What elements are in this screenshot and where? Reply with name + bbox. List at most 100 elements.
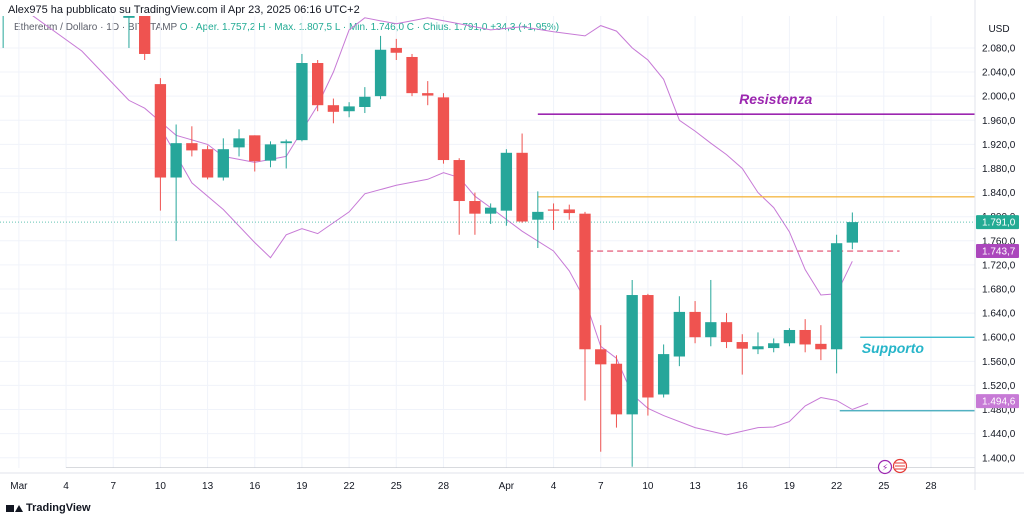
candle-body [783, 329, 796, 344]
candle-body [327, 105, 340, 112]
price-label-box [976, 215, 1019, 230]
legend-close: C · Chius. 1.791,0 [406, 22, 488, 33]
candle-body [123, 16, 135, 18]
y-tick-label: 1.920,0 [982, 140, 1016, 151]
candle-body [280, 141, 292, 144]
x-tick-label: 16 [737, 481, 749, 492]
candle-body [374, 49, 387, 97]
y-tick-label: 1.560,0 [982, 357, 1016, 368]
publisher-line: Alex975 ha pubblicato su TradingView.com… [8, 4, 360, 16]
candle-body [249, 135, 261, 162]
x-tick-label: 22 [831, 481, 843, 492]
candle-body [547, 209, 560, 211]
x-tick-label: 16 [249, 481, 261, 492]
tradingview-footer[interactable]: TradingView [6, 502, 91, 514]
candle-body [343, 106, 355, 112]
candle-body [437, 97, 450, 161]
candle-body [390, 47, 402, 53]
x-tick-label: 28 [925, 481, 937, 492]
candle-body [830, 243, 843, 350]
legend-open: O · Aper. 1.757,2 [179, 22, 256, 33]
tradingview-brand: TradingView [26, 502, 91, 514]
x-tick-label: 7 [598, 481, 604, 492]
candle-body [579, 213, 591, 350]
y-tick-label: 1.720,0 [982, 260, 1016, 271]
legend-symbol: Ethereum / Dollaro · 1D · BITSTAMP [14, 22, 178, 33]
x-tick-label: Mar [10, 481, 28, 492]
y-tick-label: 1.960,0 [982, 116, 1016, 127]
x-tick-label: 7 [110, 481, 116, 492]
lower-band-line [159, 127, 869, 436]
x-tick-label: 13 [202, 481, 214, 492]
y-tick-label: 2.000,0 [982, 92, 1016, 103]
price-label-box [976, 394, 1019, 409]
x-tick-label: 19 [784, 481, 796, 492]
x-tick-label: 25 [391, 481, 403, 492]
y-tick-label: 1.440,0 [982, 429, 1016, 440]
y-tick-label: 1.760,0 [982, 236, 1016, 247]
lightning-event-icon [877, 459, 893, 475]
x-tick-label: 4 [551, 481, 557, 492]
candle-body [217, 149, 229, 178]
price-label-box [976, 244, 1019, 259]
candle-body [154, 84, 167, 178]
candle-body [484, 207, 497, 214]
candle-body [359, 96, 371, 108]
y-tick-label: 1.400,0 [982, 453, 1016, 464]
candle-body [170, 143, 182, 178]
candle-body [657, 354, 670, 395]
x-tick-label: 28 [438, 481, 450, 492]
y-tick-label: 2.040,0 [982, 68, 1016, 79]
y-tick-label: 2.080,0 [982, 43, 1016, 54]
legend-low: L · Min. 1.746,0 [334, 22, 405, 33]
candle-body [705, 322, 717, 338]
currency-label: USD [988, 24, 1009, 35]
candle-body [768, 343, 780, 349]
candle-body [201, 149, 214, 178]
y-tick-label: 1.680,0 [982, 285, 1016, 296]
y-tick-label: 1.880,0 [982, 164, 1016, 175]
candle-body [626, 295, 638, 415]
candle-body [673, 311, 686, 357]
candle-body [752, 346, 764, 350]
candle-body [720, 322, 733, 343]
lightning-glyph-icon: ⚡ [882, 464, 888, 474]
x-tick-label: Apr [499, 481, 515, 492]
resistance-label: Resistenza [739, 91, 812, 107]
x-tick-label: 10 [642, 481, 654, 492]
tradingview-logo-icon [6, 503, 23, 513]
x-tick-label: 22 [344, 481, 356, 492]
candle-body [186, 143, 198, 151]
price-label-text: 1.494,6 [982, 397, 1016, 408]
y-tick-label: 1.480,0 [982, 405, 1016, 416]
candle-body [610, 363, 623, 415]
candle-body [799, 329, 811, 345]
candle-body [406, 56, 418, 94]
plot-area [0, 6, 975, 468]
candle-body [500, 152, 513, 211]
candle-body [642, 295, 654, 398]
x-tick-label: 4 [63, 481, 69, 492]
y-tick-label: 1.840,0 [982, 188, 1016, 199]
x-tick-label: 13 [690, 481, 702, 492]
candle-body [296, 63, 308, 141]
support-label: Supporto [862, 340, 925, 356]
candle-body [532, 211, 544, 220]
candle-body [469, 201, 481, 214]
candle-body [264, 144, 277, 161]
candle-body [312, 63, 324, 106]
y-tick-label: 1.520,0 [982, 381, 1016, 392]
price-label-text: 1.791,0 [982, 218, 1016, 229]
candle-body [453, 160, 465, 202]
price-label-text: 1.743,7 [982, 247, 1016, 258]
y-tick-label: 1.600,0 [982, 333, 1016, 344]
legend-high: H · Max. 1.807,5 [258, 22, 333, 33]
candle-body [139, 16, 151, 54]
candle-body [0, 6, 9, 12]
candle-body [736, 342, 748, 349]
x-tick-label: 25 [878, 481, 890, 492]
candle-body [516, 152, 528, 222]
candle-body [563, 209, 575, 214]
candle-body [595, 349, 607, 365]
